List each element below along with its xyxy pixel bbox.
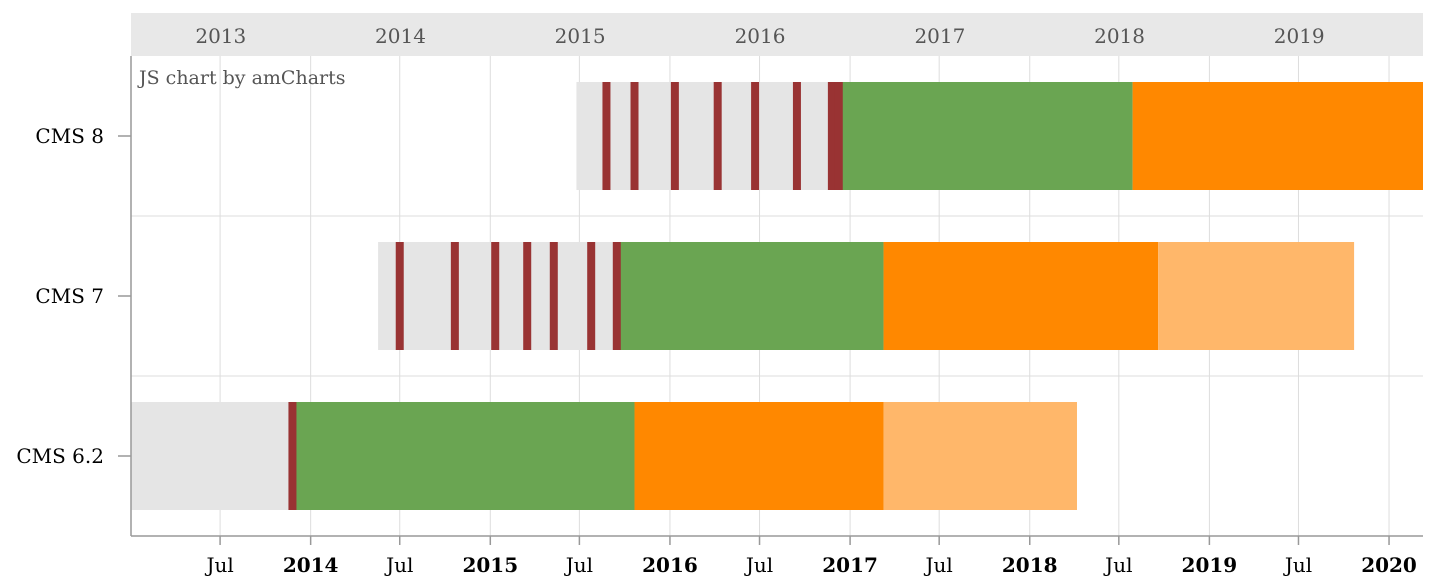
bottom-axis-tick-label: Jul	[1103, 553, 1132, 577]
bar-segment-extended	[883, 402, 1077, 510]
top-year-band	[131, 13, 1423, 56]
bottom-axis-labels: Jul 2014 Jul 2015 Jul 2016 Jul 2017 Jul 2018 Jul 20…	[204, 553, 1416, 577]
bar-segment-security	[634, 402, 884, 510]
category-label: CMS 8	[35, 124, 104, 148]
bottom-axis-tick-label: 2015	[462, 553, 518, 577]
bottom-axis-tick-label: Jul	[384, 553, 413, 577]
release-marker	[523, 242, 532, 350]
bottom-axis-tick-label: Jul	[924, 553, 953, 577]
bottom-axis-tick-label: 2019	[1182, 553, 1238, 577]
category-label: CMS 6.2	[16, 444, 104, 468]
bottom-axis-tick-label: Jul	[204, 553, 233, 577]
bar-segment-security	[883, 242, 1159, 350]
category-label: CMS 7	[35, 284, 104, 308]
bottom-axis-tick-label: 2020	[1361, 553, 1417, 577]
release-marker	[612, 242, 621, 350]
bottom-axis-tick-label: Jul	[564, 553, 593, 577]
chart-credit[interactable]: JS chart by amCharts	[137, 67, 346, 89]
top-axis-labels: 2013 2014 2015 2016 2017 2018 2019	[195, 24, 1324, 48]
release-marker	[792, 82, 801, 190]
bottom-axis-tick-label: 2018	[1002, 553, 1058, 577]
release-marker	[751, 82, 760, 190]
bottom-axis-tick-label: 2017	[822, 553, 878, 577]
category-axis-labels: CMS 8 CMS 7 CMS 6.2	[16, 124, 131, 468]
bar-segment-active	[840, 82, 1133, 190]
release-marker	[288, 402, 297, 510]
release-marker	[491, 242, 500, 350]
horizontal-gridlines	[131, 215, 1423, 377]
top-axis-year-label: 2016	[735, 24, 786, 48]
top-axis-year-label: 2018	[1094, 24, 1145, 48]
top-axis-year-label: 2017	[914, 24, 965, 48]
release-marker	[670, 82, 679, 190]
release-marker	[549, 242, 558, 350]
top-axis-year-label: 2014	[375, 24, 426, 48]
bar-segment-extended	[1158, 242, 1355, 350]
release-marker	[450, 242, 459, 350]
bottom-axis-tick-label: Jul	[1283, 553, 1312, 577]
bar-segment-active	[292, 402, 635, 510]
release-marker	[713, 82, 722, 190]
top-axis-year-label: 2019	[1274, 24, 1325, 48]
release-marker	[602, 82, 611, 190]
bar-segment-active	[619, 242, 884, 350]
release-marker	[827, 82, 836, 190]
release-marker	[395, 242, 404, 350]
top-axis-year-label: 2013	[195, 24, 246, 48]
bottom-axis-tick-label: Jul	[744, 553, 773, 577]
bar-segment-pre-release	[131, 402, 293, 510]
release-marker	[630, 82, 639, 190]
bar-segment-security	[1132, 82, 1423, 190]
bottom-axis-tick-label: 2014	[283, 553, 339, 577]
bar-segments	[131, 82, 1423, 510]
bottom-axis-tick-label: 2016	[642, 553, 698, 577]
release-marker	[587, 242, 596, 350]
release-markers	[288, 82, 843, 510]
top-axis-year-label: 2015	[555, 24, 606, 48]
bottom-axis-ticks	[219, 536, 1390, 545]
release-marker	[834, 82, 843, 190]
